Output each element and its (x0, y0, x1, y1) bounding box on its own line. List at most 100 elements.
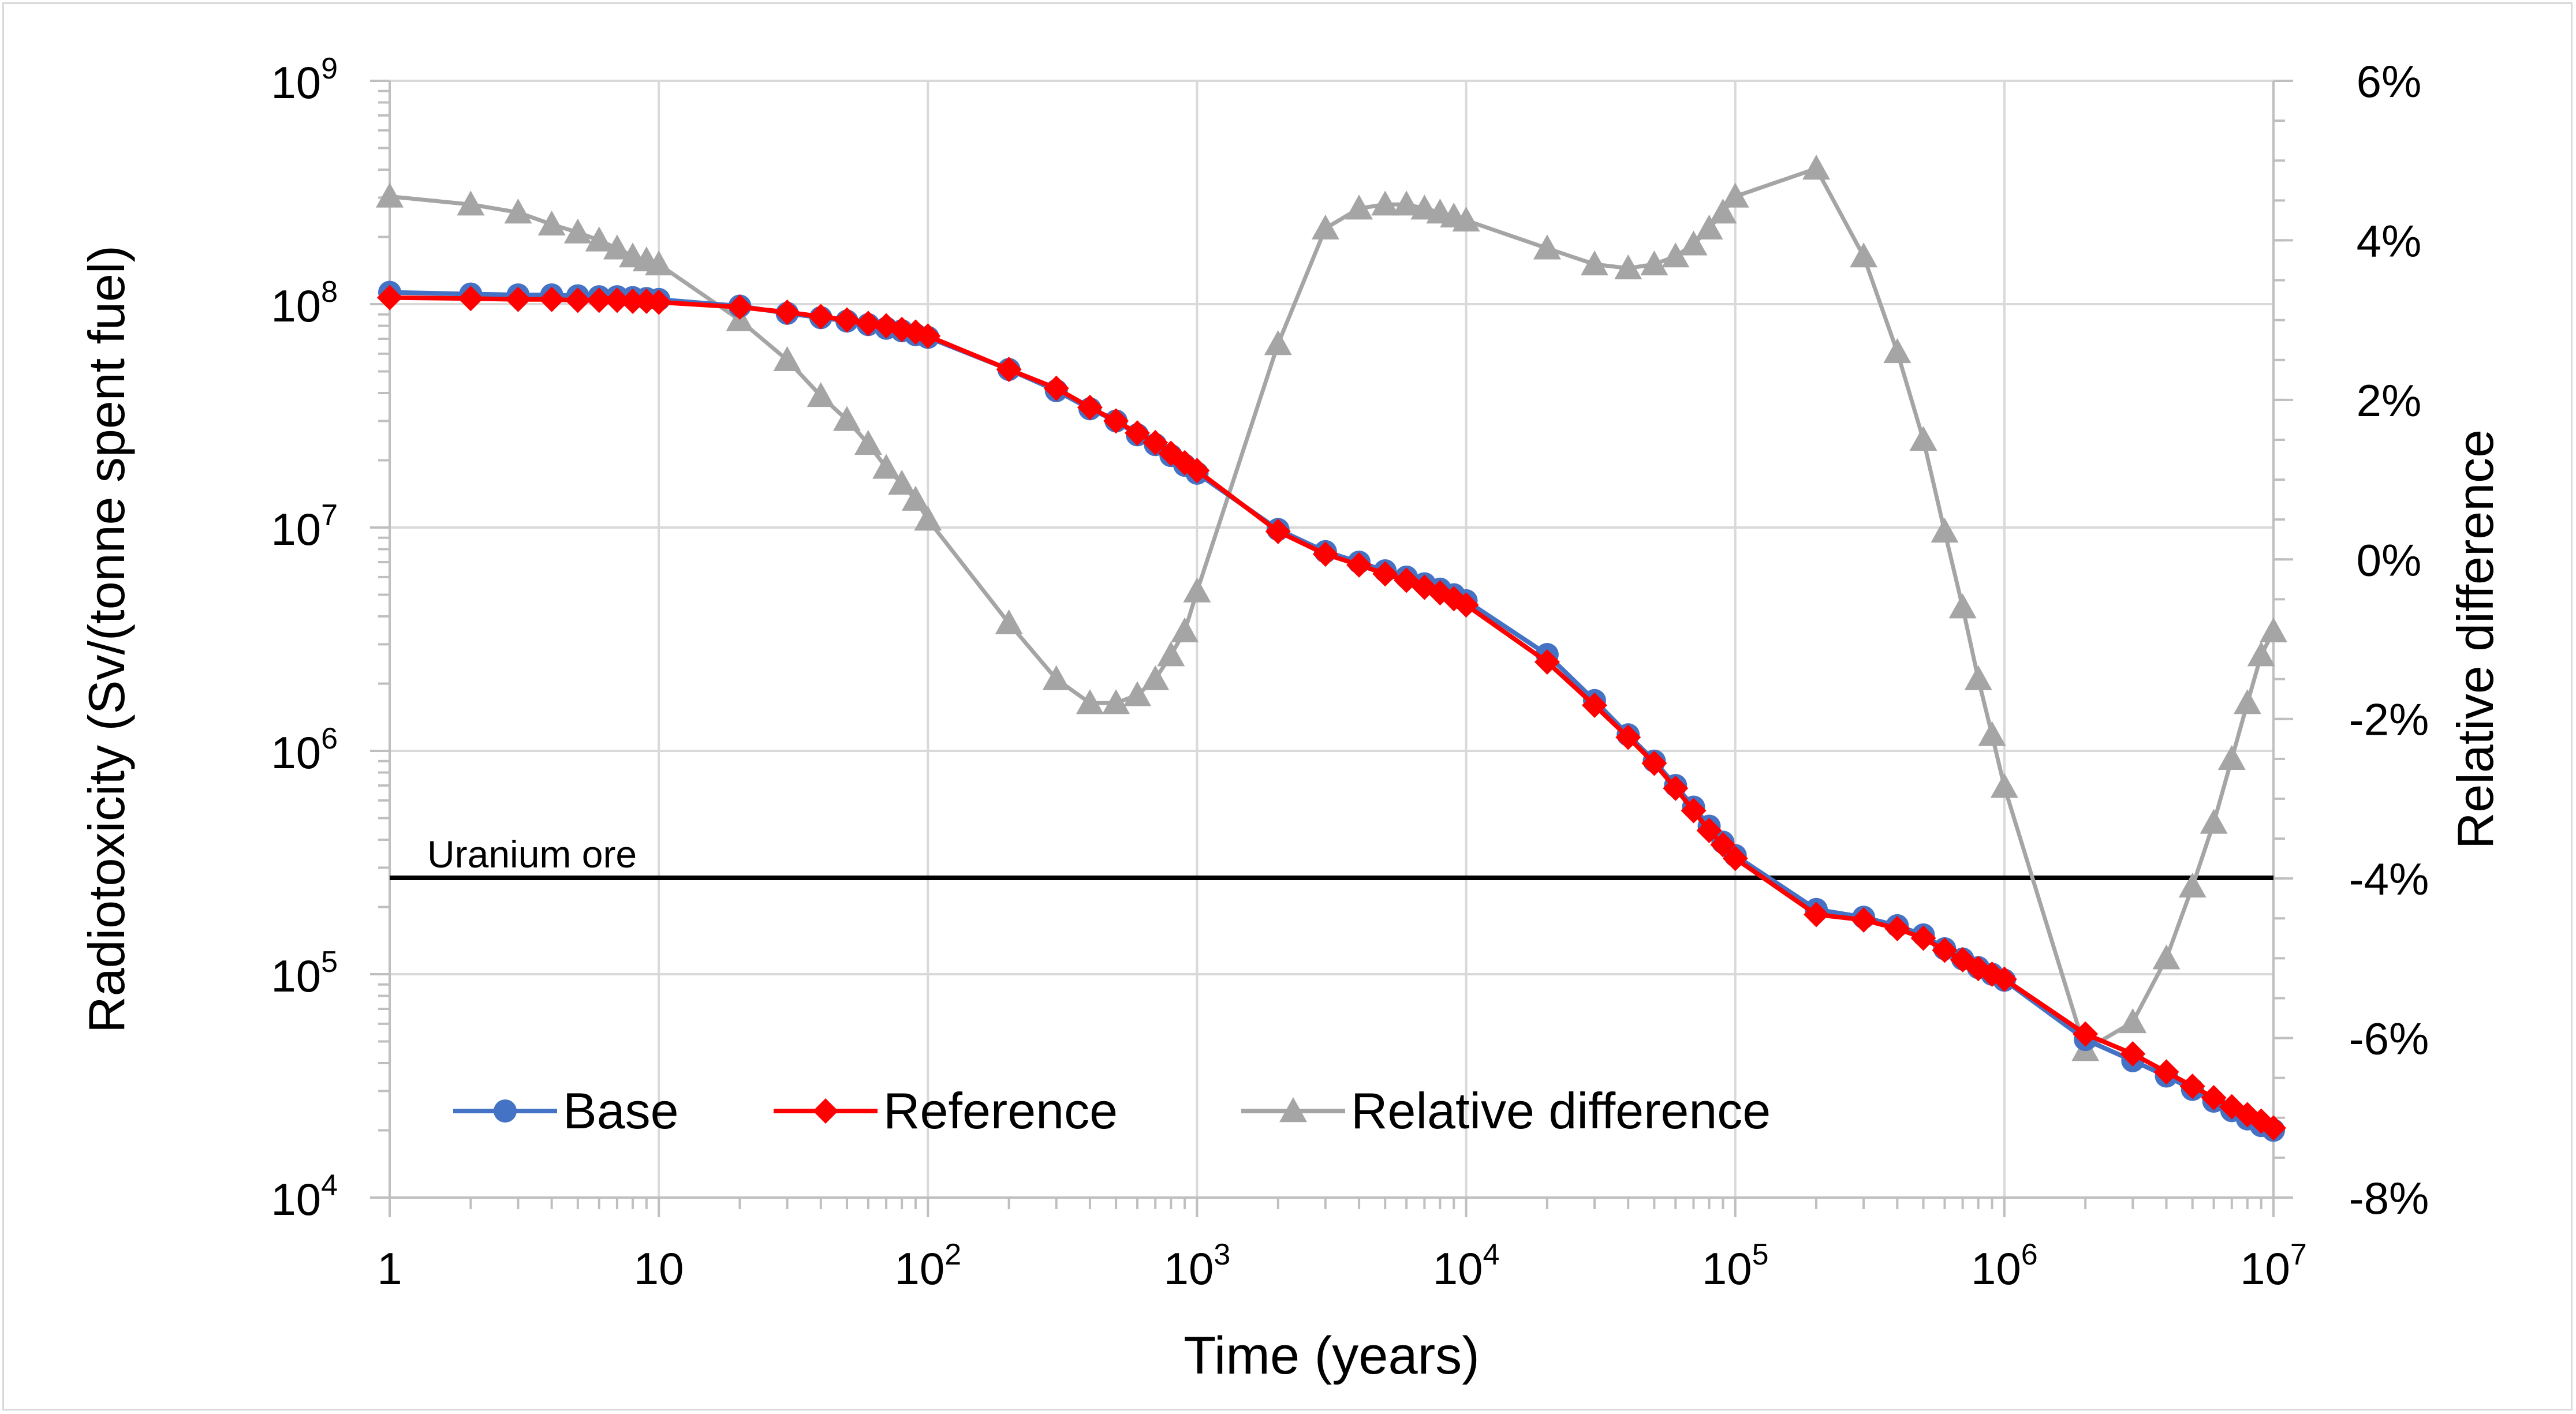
point-reference (646, 289, 672, 315)
point-relative-difference (376, 182, 404, 208)
point-relative-difference (1662, 242, 1690, 268)
point-reference (2120, 1041, 2146, 1067)
point-relative-difference (1883, 338, 1912, 364)
point-reference (1710, 832, 1736, 858)
point-relative-difference (914, 506, 942, 531)
legend-label-base: Base (563, 1082, 679, 1139)
point-reference (1722, 846, 1748, 871)
legend-marker-relative-difference (1279, 1097, 1307, 1123)
y-tick-label: 109 (271, 52, 338, 108)
point-relative-difference (1141, 665, 1170, 690)
point-reference (855, 311, 881, 336)
point-reference (505, 286, 531, 312)
point-reference (1681, 798, 1707, 824)
x-tick-label: 107 (2240, 1238, 2307, 1294)
point-relative-difference (1614, 254, 1642, 280)
point-relative-difference (1679, 230, 1708, 256)
point-reference (1641, 750, 1667, 776)
y2-tick-label: 4% (2357, 215, 2422, 266)
point-relative-difference (1580, 250, 1608, 276)
point-relative-difference (1964, 665, 1992, 690)
y2-tick-label: 0% (2357, 534, 2422, 585)
point-relative-difference (2200, 809, 2228, 834)
point-reference (1453, 592, 1479, 618)
point-relative-difference (2178, 872, 2207, 898)
point-relative-difference (1978, 721, 2006, 746)
x-axis-title: Time (years) (1184, 1326, 1480, 1385)
point-reference (377, 285, 402, 311)
point-relative-difference (872, 454, 901, 479)
legend-label-reference: Reference (883, 1082, 1118, 1139)
point-relative-difference (1311, 214, 1339, 240)
point-relative-difference (563, 218, 592, 244)
point-reference (1932, 937, 1958, 963)
point-relative-difference (504, 199, 532, 224)
point-reference (1346, 552, 1372, 578)
grid-lines (390, 80, 2275, 1198)
point-reference (774, 300, 800, 326)
point-relative-difference (773, 346, 801, 371)
uranium-ore-label: Uranium ore (427, 833, 637, 876)
point-reference (2073, 1021, 2099, 1047)
point-relative-difference (807, 381, 835, 407)
y2-tick-label: 6% (2357, 56, 2422, 107)
point-reference (996, 357, 1022, 383)
point-reference (2201, 1084, 2227, 1110)
point-reference (458, 286, 484, 312)
point-relative-difference (1371, 190, 1399, 216)
point-relative-difference (537, 210, 566, 235)
point-reference (1851, 907, 1877, 933)
series-line-reference (389, 295, 2275, 1130)
series-relative-difference (376, 155, 2287, 1061)
point-reference (1534, 649, 1560, 675)
point-relative-difference (1721, 182, 1749, 208)
point-relative-difference (1850, 242, 1878, 268)
point-relative-difference (1157, 641, 1185, 667)
point-reference (1077, 394, 1103, 420)
point-reference (1312, 541, 1338, 567)
series-reference (377, 285, 2286, 1141)
point-relative-difference (888, 469, 916, 495)
point-reference (1615, 724, 1641, 750)
point-relative-difference (603, 234, 631, 260)
series-line-base (389, 290, 2275, 1133)
x-tick-label: 102 (894, 1238, 961, 1294)
x-tick-label: 106 (1971, 1238, 2038, 1294)
point-reference (915, 323, 941, 349)
point-relative-difference (457, 190, 485, 216)
point-relative-difference (1102, 689, 1130, 715)
y2-tick-label: -8% (2349, 1173, 2429, 1224)
point-reference (565, 287, 591, 313)
point-relative-difference (1533, 234, 1561, 260)
point-reference (1125, 420, 1151, 446)
point-reference (1043, 375, 1069, 401)
point-reference (1103, 408, 1129, 434)
y-tick-exponent: 6 (321, 722, 338, 755)
data-series (376, 155, 2287, 1142)
point-reference (727, 294, 753, 320)
y-tick-label: 105 (271, 945, 338, 1001)
y2-tick-label: -6% (2349, 1013, 2429, 1064)
uranium-ore-line: Uranium ore (390, 833, 2273, 881)
point-relative-difference (2152, 944, 2181, 970)
x-tick-exponent: 2 (944, 1238, 961, 1271)
point-reference (834, 307, 860, 333)
y2-tick-label: -2% (2349, 694, 2429, 745)
y-tick-label: 107 (271, 499, 338, 555)
y-tick-exponent: 7 (321, 499, 338, 532)
point-relative-difference (1392, 190, 1421, 216)
point-relative-difference (1931, 517, 1959, 543)
point-relative-difference (1076, 689, 1104, 715)
point-reference (1143, 429, 1168, 455)
point-relative-difference (2260, 617, 2287, 642)
y-tick-exponent: 4 (321, 1169, 338, 1202)
y-tick-label: 106 (271, 722, 338, 778)
point-relative-difference (1410, 194, 1439, 220)
point-relative-difference (1990, 773, 2018, 798)
point-relative-difference (1264, 330, 1292, 356)
point-relative-difference (901, 485, 929, 511)
x-tick-label: 103 (1164, 1238, 1231, 1294)
point-relative-difference (1123, 681, 1152, 706)
series-line-relative-difference (389, 166, 2276, 1052)
